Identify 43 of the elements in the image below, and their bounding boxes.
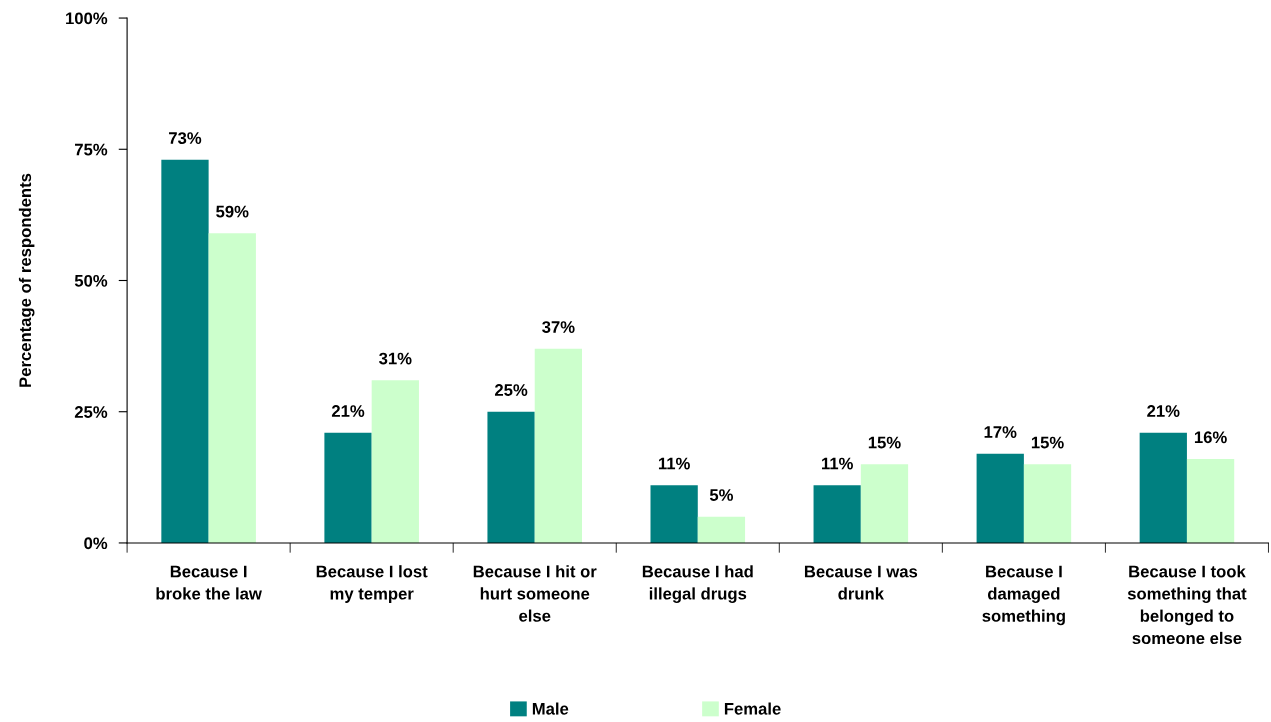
data-label: 17%	[984, 426, 1017, 438]
data-label: 21%	[1147, 405, 1180, 417]
data-label: 31%	[379, 352, 412, 365]
x-tick-label: Because I lost my temper	[316, 565, 428, 603]
bar	[976, 453, 1024, 543]
data-label: 15%	[1031, 436, 1064, 449]
y-axis-title: Percentage of respondents	[18, 173, 35, 387]
y-tick-label: 0%	[84, 537, 108, 550]
bar	[1139, 432, 1187, 543]
bar	[324, 432, 372, 543]
data-label: 73%	[169, 132, 202, 144]
bar	[371, 380, 419, 543]
data-label: 5%	[709, 489, 734, 501]
y-tick-label: 75%	[75, 143, 108, 156]
bar	[697, 516, 746, 543]
x-tick-label: Because I hit or hurt someone else	[473, 565, 597, 622]
bar	[487, 411, 535, 543]
bar	[1023, 464, 1072, 543]
x-tick-label: Because I was drunk	[804, 565, 918, 600]
y-tick-label: 100%	[66, 12, 108, 25]
x-tick-label: Because I took something that belonged to someone else	[1127, 565, 1247, 645]
bar	[650, 485, 698, 543]
data-label: 16%	[1194, 431, 1227, 444]
y-tick-label: 25%	[74, 406, 108, 418]
legend-label: Female	[724, 702, 781, 715]
x-tick-label: Because I broke the law	[156, 565, 262, 600]
data-label: 21%	[331, 405, 365, 417]
bar	[813, 485, 861, 543]
data-label: 25%	[494, 384, 528, 396]
data-label: 11%	[822, 457, 853, 470]
bar	[161, 159, 209, 543]
data-label: 11%	[658, 457, 690, 470]
legend-label: Male	[532, 702, 569, 715]
bar	[534, 348, 583, 543]
bar	[860, 464, 909, 543]
bar	[1186, 458, 1235, 543]
x-tick-label: Because I damaged something	[982, 565, 1065, 626]
data-label: 37%	[542, 321, 575, 333]
data-label: 15%	[868, 436, 901, 449]
x-tick-label: Because I had illegal drugs	[642, 565, 753, 603]
bar	[208, 233, 256, 543]
y-tick-label: 50%	[74, 274, 108, 287]
data-label: 59%	[216, 205, 249, 218]
